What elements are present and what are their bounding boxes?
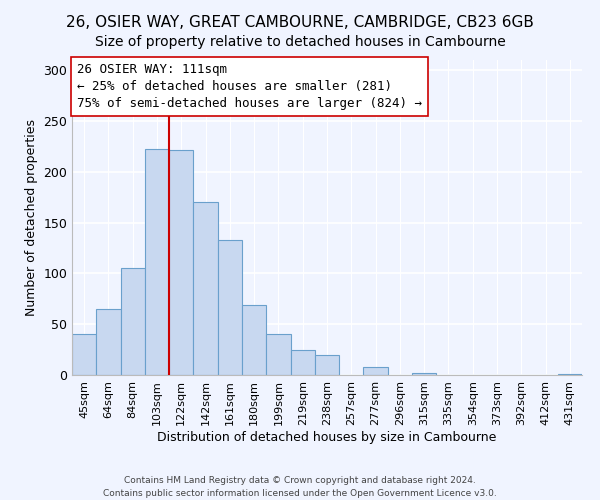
Bar — [169, 150, 193, 375]
Bar — [290, 350, 315, 375]
Bar — [315, 354, 339, 375]
Text: 26 OSIER WAY: 111sqm
← 25% of detached houses are smaller (281)
75% of semi-deta: 26 OSIER WAY: 111sqm ← 25% of detached h… — [77, 63, 422, 110]
Y-axis label: Number of detached properties: Number of detached properties — [25, 119, 38, 316]
Text: Size of property relative to detached houses in Cambourne: Size of property relative to detached ho… — [95, 35, 505, 49]
Text: Contains HM Land Registry data © Crown copyright and database right 2024.
Contai: Contains HM Land Registry data © Crown c… — [103, 476, 497, 498]
Text: 26, OSIER WAY, GREAT CAMBOURNE, CAMBRIDGE, CB23 6GB: 26, OSIER WAY, GREAT CAMBOURNE, CAMBRIDG… — [66, 15, 534, 30]
Bar — [266, 334, 290, 375]
Bar — [72, 334, 96, 375]
Bar — [218, 240, 242, 375]
Bar — [242, 305, 266, 375]
Bar — [96, 309, 121, 375]
Bar — [558, 374, 582, 375]
X-axis label: Distribution of detached houses by size in Cambourne: Distribution of detached houses by size … — [157, 430, 497, 444]
Bar — [364, 367, 388, 375]
Bar — [412, 373, 436, 375]
Bar — [121, 268, 145, 375]
Bar — [193, 202, 218, 375]
Bar — [145, 150, 169, 375]
